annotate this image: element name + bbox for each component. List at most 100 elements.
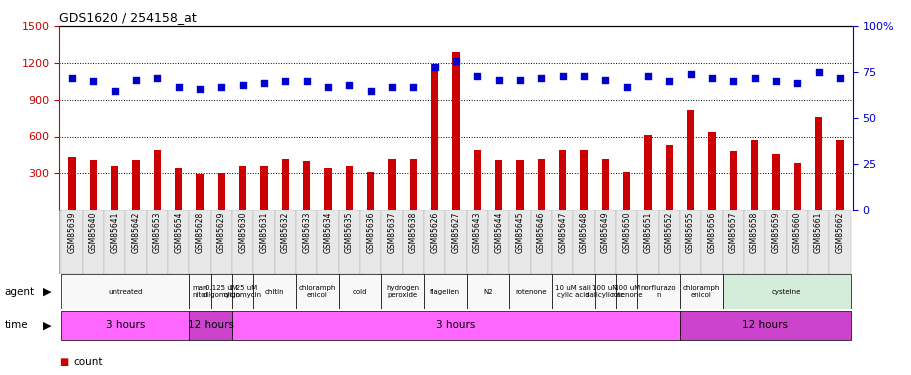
Point bbox=[235, 82, 250, 88]
Text: 10 uM sali
cylic acid: 10 uM sali cylic acid bbox=[555, 285, 590, 298]
FancyBboxPatch shape bbox=[59, 210, 847, 274]
Point bbox=[725, 78, 740, 84]
Bar bbox=[579, 150, 587, 210]
FancyBboxPatch shape bbox=[764, 210, 785, 274]
FancyBboxPatch shape bbox=[253, 274, 296, 309]
Point bbox=[257, 80, 271, 86]
Point bbox=[811, 69, 825, 75]
Text: norflurazo
n: norflurazo n bbox=[640, 285, 676, 298]
FancyBboxPatch shape bbox=[594, 210, 615, 274]
FancyBboxPatch shape bbox=[508, 210, 530, 274]
FancyBboxPatch shape bbox=[125, 210, 147, 274]
Point bbox=[214, 84, 229, 90]
Bar bbox=[772, 154, 779, 210]
Text: flagellen: flagellen bbox=[430, 289, 460, 295]
Point bbox=[65, 75, 79, 81]
FancyBboxPatch shape bbox=[615, 274, 637, 309]
Point bbox=[491, 76, 506, 82]
FancyBboxPatch shape bbox=[680, 311, 850, 340]
Text: GSM85636: GSM85636 bbox=[366, 212, 374, 254]
FancyBboxPatch shape bbox=[530, 210, 551, 274]
FancyBboxPatch shape bbox=[828, 210, 850, 274]
FancyBboxPatch shape bbox=[338, 274, 381, 309]
Text: GSM85632: GSM85632 bbox=[281, 212, 290, 253]
FancyBboxPatch shape bbox=[785, 210, 807, 274]
FancyBboxPatch shape bbox=[210, 274, 231, 309]
Text: count: count bbox=[73, 357, 102, 367]
Text: GSM85643: GSM85643 bbox=[472, 212, 481, 254]
Text: GSM85652: GSM85652 bbox=[664, 212, 673, 253]
Text: GSM85649: GSM85649 bbox=[600, 212, 609, 254]
FancyBboxPatch shape bbox=[722, 274, 850, 309]
FancyBboxPatch shape bbox=[189, 311, 231, 340]
Bar bbox=[495, 160, 502, 210]
Text: GSM85637: GSM85637 bbox=[387, 212, 396, 254]
Bar bbox=[196, 174, 203, 210]
Text: chitin: chitin bbox=[264, 289, 284, 295]
Text: GSM85639: GSM85639 bbox=[67, 212, 77, 254]
Point bbox=[107, 88, 122, 94]
Point bbox=[469, 73, 484, 79]
FancyBboxPatch shape bbox=[551, 274, 594, 309]
Bar bbox=[68, 158, 76, 210]
Point bbox=[192, 86, 207, 92]
Bar bbox=[89, 160, 97, 210]
Point bbox=[832, 75, 846, 81]
FancyBboxPatch shape bbox=[403, 210, 424, 274]
Bar bbox=[516, 160, 523, 210]
FancyBboxPatch shape bbox=[61, 311, 189, 340]
Text: 12 hours: 12 hours bbox=[742, 320, 787, 330]
Text: 100 uM
salicylic ac: 100 uM salicylic ac bbox=[586, 285, 624, 298]
Point bbox=[768, 78, 783, 84]
Text: rotenone: rotenone bbox=[515, 289, 546, 295]
FancyBboxPatch shape bbox=[104, 210, 125, 274]
Point bbox=[576, 73, 590, 79]
Point bbox=[448, 58, 463, 64]
Text: GSM85633: GSM85633 bbox=[302, 212, 311, 254]
FancyBboxPatch shape bbox=[189, 274, 210, 309]
Bar bbox=[622, 172, 630, 210]
FancyBboxPatch shape bbox=[338, 210, 360, 274]
Bar bbox=[729, 151, 736, 210]
Text: GSM85659: GSM85659 bbox=[771, 212, 780, 254]
Text: GSM85630: GSM85630 bbox=[238, 212, 247, 254]
Point bbox=[682, 71, 697, 77]
FancyBboxPatch shape bbox=[210, 210, 231, 274]
FancyBboxPatch shape bbox=[231, 210, 253, 274]
Text: GSM85642: GSM85642 bbox=[131, 212, 140, 253]
Bar bbox=[814, 117, 822, 210]
Text: chloramph
enicol: chloramph enicol bbox=[298, 285, 335, 298]
Bar bbox=[281, 159, 289, 210]
FancyBboxPatch shape bbox=[296, 274, 338, 309]
FancyBboxPatch shape bbox=[466, 210, 487, 274]
Point bbox=[278, 78, 292, 84]
Bar bbox=[452, 52, 459, 210]
Bar bbox=[153, 150, 161, 210]
Text: cysteine: cysteine bbox=[771, 289, 801, 295]
Point bbox=[299, 78, 313, 84]
FancyBboxPatch shape bbox=[317, 210, 338, 274]
Text: GSM85648: GSM85648 bbox=[578, 212, 588, 253]
Text: 0.125 uM
oligomycin: 0.125 uM oligomycin bbox=[202, 285, 241, 298]
Point bbox=[619, 84, 633, 90]
Bar bbox=[345, 166, 353, 210]
FancyBboxPatch shape bbox=[680, 274, 722, 309]
FancyBboxPatch shape bbox=[231, 311, 680, 340]
FancyBboxPatch shape bbox=[83, 210, 104, 274]
Text: N2: N2 bbox=[483, 289, 492, 295]
Text: GSM85646: GSM85646 bbox=[537, 212, 545, 254]
FancyBboxPatch shape bbox=[637, 274, 680, 309]
FancyBboxPatch shape bbox=[701, 210, 722, 274]
Text: 12 hours: 12 hours bbox=[188, 320, 233, 330]
Text: GSM85653: GSM85653 bbox=[153, 212, 162, 254]
FancyBboxPatch shape bbox=[594, 274, 615, 309]
Text: GSM85640: GSM85640 bbox=[88, 212, 97, 254]
Text: GSM85644: GSM85644 bbox=[494, 212, 503, 254]
Text: GSM85647: GSM85647 bbox=[558, 212, 567, 254]
Bar bbox=[708, 132, 715, 210]
Bar bbox=[431, 64, 438, 210]
FancyBboxPatch shape bbox=[551, 210, 573, 274]
Bar bbox=[218, 173, 225, 210]
FancyBboxPatch shape bbox=[296, 210, 317, 274]
Point bbox=[427, 64, 442, 70]
